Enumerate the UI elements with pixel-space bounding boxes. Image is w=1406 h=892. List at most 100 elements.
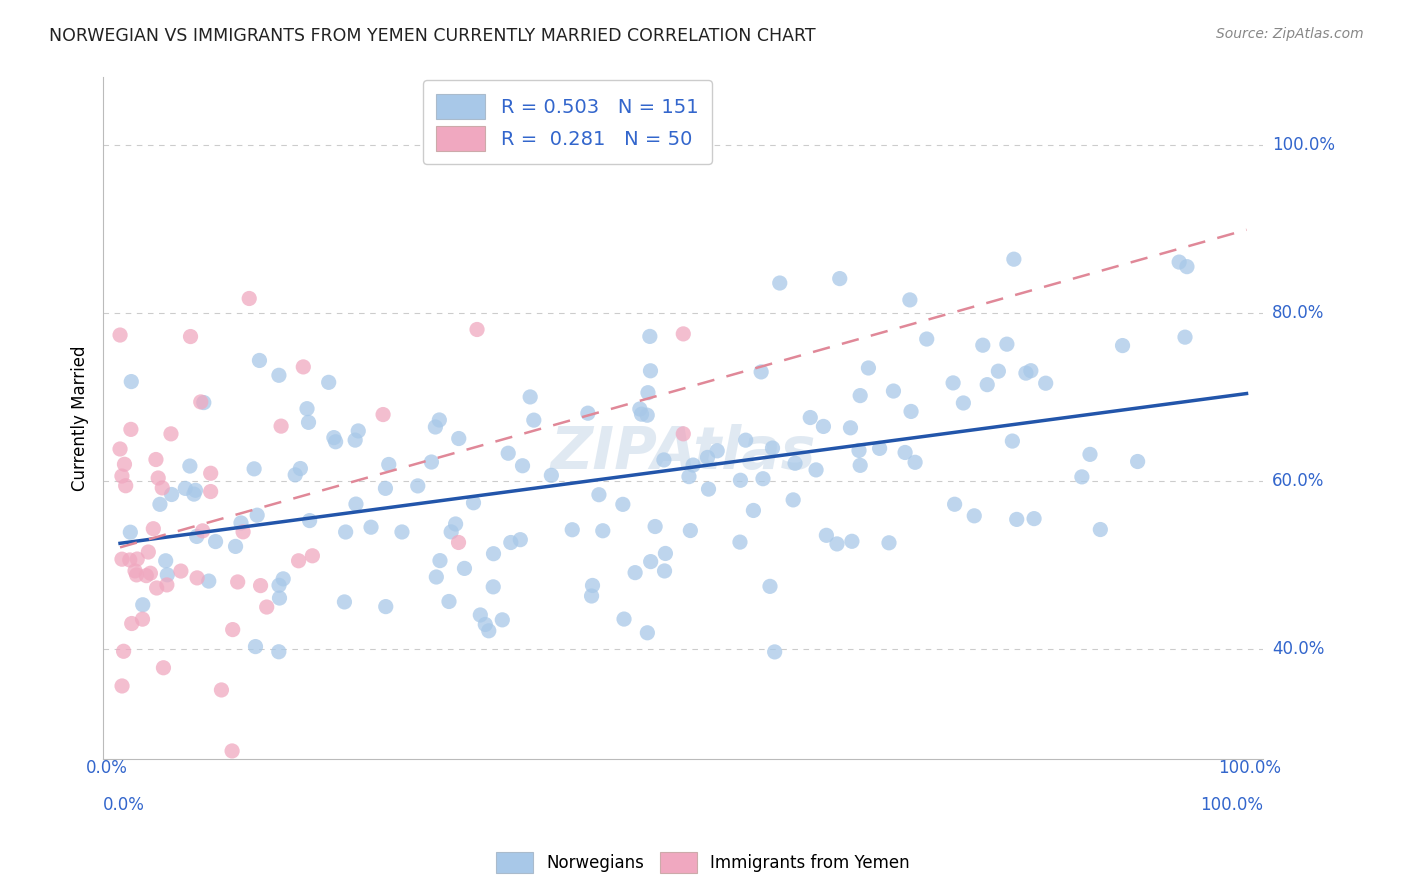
Point xyxy=(496,446,519,460)
Point xyxy=(111,679,134,693)
Point xyxy=(226,574,249,589)
Point xyxy=(170,564,193,578)
Point xyxy=(630,407,652,421)
Point xyxy=(301,549,323,563)
Point xyxy=(297,415,319,429)
Point xyxy=(447,535,470,549)
Point xyxy=(347,424,370,438)
Point xyxy=(761,441,783,455)
Text: 40.0%: 40.0% xyxy=(1272,640,1324,658)
Point xyxy=(1019,364,1042,378)
Point xyxy=(121,616,143,631)
Point xyxy=(470,607,492,622)
Point xyxy=(152,661,174,675)
Point xyxy=(638,329,661,343)
Point xyxy=(612,497,634,511)
Point xyxy=(204,534,226,549)
Point xyxy=(1078,447,1101,461)
Point xyxy=(482,580,505,594)
Point xyxy=(839,421,862,435)
Text: 0.0%: 0.0% xyxy=(86,759,128,777)
Text: NORWEGIAN VS IMMIGRANTS FROM YEMEN CURRENTLY MARRIED CORRELATION CHART: NORWEGIAN VS IMMIGRANTS FROM YEMEN CURRE… xyxy=(49,27,815,45)
Point xyxy=(804,463,827,477)
Point xyxy=(440,524,463,539)
Point xyxy=(429,553,451,567)
Point xyxy=(127,552,149,566)
Point xyxy=(225,540,247,554)
Point xyxy=(976,377,998,392)
Point xyxy=(499,535,522,549)
Point xyxy=(592,524,614,538)
Point xyxy=(1070,470,1092,484)
Point xyxy=(246,508,269,523)
Point xyxy=(491,613,513,627)
Point xyxy=(752,472,775,486)
Legend: R = 0.503   N = 151, R =  0.281   N = 50: R = 0.503 N = 151, R = 0.281 N = 50 xyxy=(423,80,711,164)
Point xyxy=(111,552,134,566)
Point xyxy=(624,566,647,580)
Point xyxy=(652,453,675,467)
Point xyxy=(124,564,146,578)
Point xyxy=(763,645,786,659)
Point xyxy=(697,482,720,496)
Point xyxy=(229,516,252,530)
Text: ZIPAtlas: ZIPAtlas xyxy=(551,424,815,481)
Point xyxy=(1015,366,1038,380)
Point xyxy=(995,337,1018,351)
Point xyxy=(245,640,267,654)
Point xyxy=(136,545,159,559)
Point xyxy=(1002,252,1025,267)
Point xyxy=(238,292,260,306)
Point xyxy=(849,388,872,402)
Point xyxy=(453,561,475,575)
Point xyxy=(1168,255,1191,269)
Point xyxy=(267,368,290,383)
Point xyxy=(952,396,974,410)
Point xyxy=(249,353,271,368)
Point xyxy=(474,617,496,632)
Point xyxy=(221,744,243,758)
Point xyxy=(519,390,541,404)
Point xyxy=(183,487,205,501)
Point xyxy=(963,508,986,523)
Point xyxy=(841,534,863,549)
Point xyxy=(232,524,254,539)
Point xyxy=(132,598,155,612)
Point xyxy=(256,600,278,615)
Point xyxy=(200,484,222,499)
Text: 80.0%: 80.0% xyxy=(1272,304,1324,322)
Point xyxy=(613,612,636,626)
Point xyxy=(335,524,357,539)
Point xyxy=(284,467,307,482)
Point xyxy=(512,458,534,473)
Point xyxy=(378,458,401,472)
Point xyxy=(869,442,891,456)
Point xyxy=(425,570,447,584)
Point xyxy=(1174,330,1197,344)
Point xyxy=(420,455,443,469)
Point xyxy=(160,487,183,501)
Point xyxy=(828,271,851,285)
Point xyxy=(120,375,142,389)
Point xyxy=(200,467,222,481)
Point xyxy=(682,458,704,472)
Point xyxy=(523,413,546,427)
Point xyxy=(706,443,728,458)
Point xyxy=(267,578,290,592)
Point xyxy=(972,338,994,352)
Point xyxy=(877,536,900,550)
Point xyxy=(678,469,700,483)
Point xyxy=(112,644,135,658)
Point xyxy=(155,554,177,568)
Text: 0.0%: 0.0% xyxy=(103,797,145,814)
Point xyxy=(734,433,756,447)
Point xyxy=(1175,260,1198,274)
Text: 100.0%: 100.0% xyxy=(1272,136,1334,153)
Point xyxy=(749,365,772,379)
Point xyxy=(640,364,662,378)
Point xyxy=(322,431,344,445)
Point xyxy=(463,496,485,510)
Point xyxy=(465,322,488,336)
Point xyxy=(696,450,718,465)
Point xyxy=(269,591,291,605)
